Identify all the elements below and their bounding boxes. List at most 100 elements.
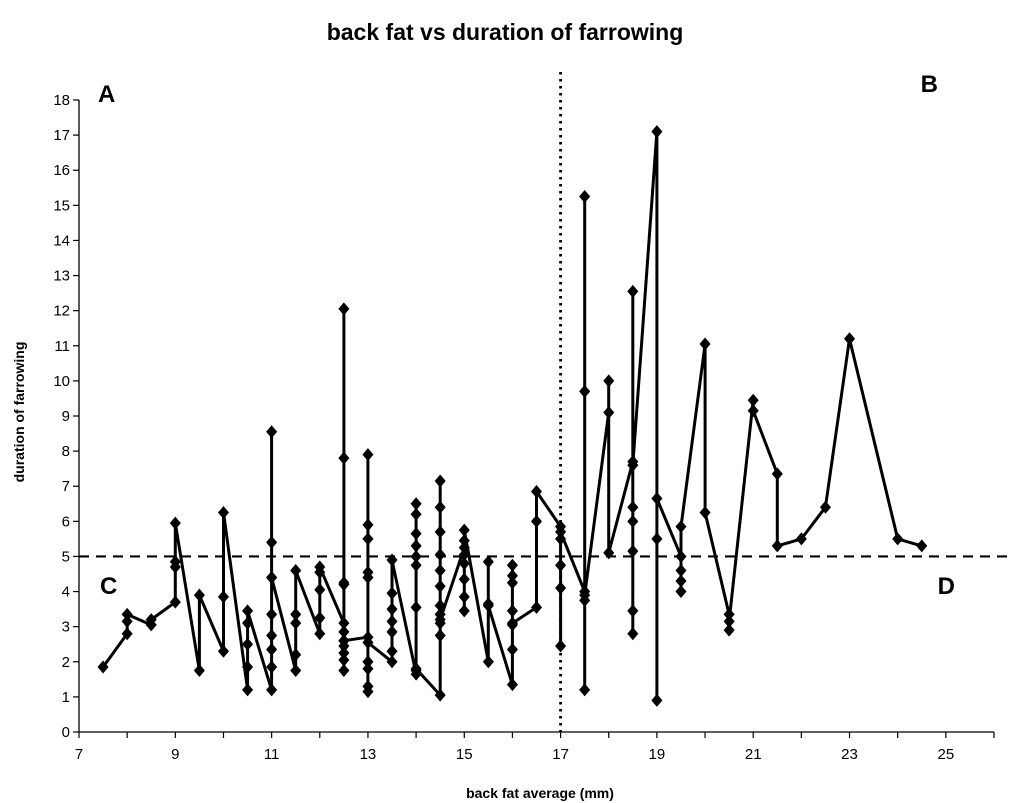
data-point-marker — [434, 688, 446, 702]
data-point-marker — [434, 563, 446, 577]
data-point-marker — [530, 514, 543, 528]
data-point-marker — [121, 614, 133, 628]
data-point-marker — [338, 664, 350, 678]
y-tick-label: 16 — [53, 162, 70, 179]
y-tick-label: 14 — [53, 232, 70, 249]
data-point-marker — [434, 474, 446, 488]
y-tick-label: 4 — [62, 584, 70, 601]
y-tick-label: 10 — [53, 373, 70, 390]
data-point-marker — [627, 284, 639, 298]
data-point-marker — [193, 664, 205, 678]
x-tick-label: 15 — [456, 746, 473, 763]
data-point-marker — [506, 569, 518, 583]
data-point-marker — [386, 602, 398, 616]
data-point-marker — [217, 590, 229, 604]
y-tick-label: 7 — [62, 478, 70, 495]
data-point-marker — [338, 625, 350, 639]
data-point-marker — [579, 683, 591, 697]
data-point-marker — [699, 506, 711, 520]
data-point-marker — [555, 558, 567, 572]
data-point-marker — [217, 644, 229, 658]
data-point-marker — [242, 660, 254, 674]
y-tick-label: 3 — [62, 619, 70, 636]
data-point-marker — [506, 558, 518, 572]
data-point-marker — [458, 548, 470, 562]
data-point-marker — [651, 532, 663, 546]
y-tick-label: 17 — [53, 127, 70, 144]
y-axis-label: duration of farrowing — [11, 342, 27, 483]
data-point-marker — [97, 660, 109, 674]
data-point-marker — [555, 525, 567, 539]
data-point-marker — [458, 604, 470, 618]
data-point-marker — [314, 627, 326, 641]
data-point-marker — [627, 604, 639, 618]
data-point-marker — [266, 607, 278, 621]
data-point-marker — [338, 646, 350, 660]
data-point-marker — [169, 555, 181, 569]
data-point-marker — [266, 683, 278, 697]
data-point-marker — [314, 583, 326, 597]
data-point-marker — [506, 576, 518, 590]
data-point-marker — [362, 679, 374, 693]
data-point-marker — [242, 604, 254, 618]
data-point-marker — [386, 586, 398, 600]
data-point-marker — [458, 590, 470, 604]
data-point-marker — [242, 616, 254, 630]
data-point-marker — [723, 607, 735, 621]
data-point-marker — [434, 628, 446, 642]
x-tick-label: 19 — [649, 746, 666, 763]
x-tick-label: 7 — [75, 746, 83, 763]
y-tick-label: 13 — [53, 268, 70, 285]
y-tick-label: 8 — [62, 443, 70, 460]
data-point-marker — [266, 660, 278, 674]
data-point-marker — [795, 532, 807, 546]
x-tick-label: 17 — [552, 746, 569, 763]
data-point-marker — [434, 548, 446, 562]
y-tick-label: 15 — [53, 197, 70, 214]
data-point-marker — [145, 613, 157, 627]
data-point-marker — [266, 535, 278, 549]
data-point-marker — [603, 374, 615, 388]
data-point-marker — [386, 625, 398, 639]
data-point-marker — [627, 544, 639, 558]
quadrant-labels: A B C D — [98, 71, 955, 600]
data-point-marker — [410, 600, 422, 614]
data-point-marker — [530, 484, 543, 498]
x-tick-label: 9 — [171, 746, 179, 763]
data-point-marker — [338, 576, 350, 590]
data-point-marker — [314, 611, 326, 625]
data-point-marker — [458, 534, 470, 548]
y-tick-label: 9 — [62, 408, 70, 425]
x-tick-label: 13 — [360, 746, 377, 763]
data-point-marker — [338, 653, 350, 667]
data-point-marker — [506, 616, 518, 630]
data-point-marker — [386, 614, 398, 628]
data-point-marker — [266, 642, 278, 656]
series-line — [101, 130, 923, 702]
y-tick-label: 18 — [53, 92, 70, 109]
y-tick-label: 0 — [62, 724, 70, 741]
data-point-marker — [458, 523, 470, 537]
data-point-marker — [410, 549, 422, 563]
data-point-marker — [675, 520, 687, 534]
data-point-marker — [892, 532, 904, 546]
data-point-marker — [290, 563, 302, 577]
data-point-marker — [675, 574, 687, 588]
data-point-marker — [338, 451, 350, 465]
data-point-marker — [217, 506, 229, 520]
data-point-marker — [410, 662, 422, 676]
data-point-marker — [242, 637, 254, 651]
data-point-marker — [482, 599, 494, 613]
y-tick-label: 12 — [53, 303, 70, 320]
data-point-marker — [675, 549, 687, 563]
data-point-marker — [627, 500, 639, 514]
data-point-marker — [410, 497, 422, 511]
data-point-marker — [169, 516, 181, 530]
data-point-marker — [290, 648, 302, 662]
data-point-marker — [434, 579, 446, 593]
data-point-marker — [916, 539, 928, 553]
data-point-marker — [603, 546, 615, 560]
data-point-marker — [338, 634, 350, 648]
data-point-marker — [627, 627, 639, 641]
